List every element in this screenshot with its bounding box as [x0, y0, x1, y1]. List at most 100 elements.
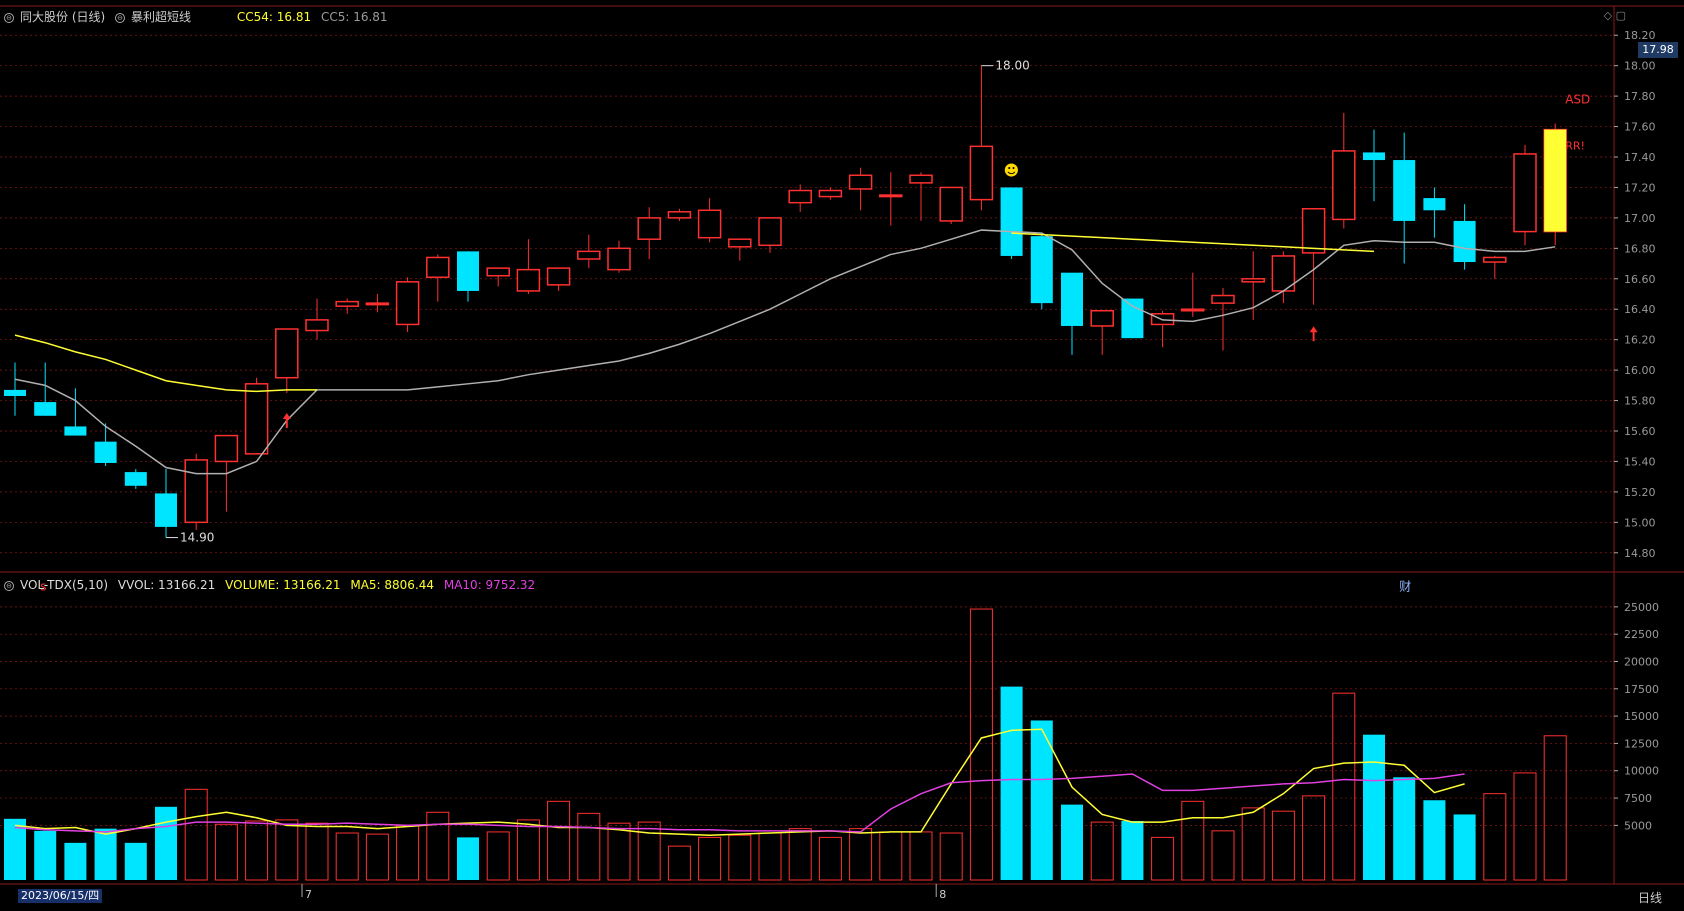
candle-body [365, 302, 390, 306]
diamond-icon[interactable]: ◇ [1603, 9, 1613, 22]
axis-layer: 18.20 18.00 17.80 17.60 17.40 17.20 17.00 16.80… [301, 29, 1659, 897]
period-label[interactable]: 日线 [1637, 891, 1662, 905]
signal-bar [1544, 129, 1567, 232]
volume-bar [365, 833, 389, 881]
volume-bar [396, 824, 420, 881]
price-tick-label: 17.20 [1624, 181, 1656, 194]
volume-bar [818, 836, 842, 881]
candle-body [395, 281, 420, 326]
volume-tick-label: 22500 [1624, 628, 1659, 641]
candle-body [1000, 187, 1023, 256]
candle-body [244, 383, 269, 455]
candle-body [34, 402, 57, 416]
volume-bar [698, 836, 722, 881]
vvol-value: VVOL: 13166.21 [117, 578, 216, 592]
volume-bar [1211, 830, 1235, 881]
collapse-icon[interactable]: ⊖ [4, 580, 14, 591]
volume-bar [1000, 686, 1023, 880]
ma-gray-line [14, 229, 1556, 475]
volume-bar [969, 608, 993, 881]
candle-body [4, 389, 26, 396]
annotation-layer: 18.00 14.90 ASD RR! ☻ 财 s 7 8 [40, 59, 1590, 901]
cursor-date: 2023/06/15/四 [18, 889, 103, 903]
volume-value: VOLUME: 13166.21 [225, 578, 341, 592]
volume-bar [728, 834, 752, 881]
indicator-name[interactable]: 暴利超短线 [131, 10, 192, 24]
price-tick-label: 14.80 [1624, 547, 1656, 560]
current-price-tag: 17.98 [1638, 42, 1678, 58]
volume-bar [275, 819, 299, 881]
volume-bar [1241, 807, 1265, 881]
volume-bar [1332, 692, 1356, 881]
ma-yellow-line [14, 334, 317, 393]
volume-bar [939, 832, 963, 881]
price-tick-label: 17.60 [1624, 121, 1656, 134]
volume-bar [1302, 795, 1326, 881]
panel-controls: ◇ ▢ [1604, 9, 1626, 22]
volume-tick-label: 10000 [1624, 765, 1659, 778]
candle-body [184, 459, 208, 524]
vol-indicator-name[interactable]: VOL-TDX(5,10) [20, 578, 109, 592]
volume-bar [214, 823, 238, 881]
candle-body [275, 328, 299, 379]
candle-body [546, 267, 571, 286]
price-tick-label: 17.40 [1624, 151, 1656, 164]
candle-body [1241, 278, 1265, 283]
volume-bar [516, 819, 540, 881]
candle-body [788, 189, 812, 204]
candle-body [1483, 256, 1507, 263]
rr-label: RR! [1565, 139, 1585, 152]
volume-bar [1513, 772, 1537, 881]
candle-body [879, 194, 903, 198]
volume-panel-header: ⊖ VOL-TDX(5,10) VVOL: 13166.21 VOLUME: 13… [4, 578, 541, 592]
volume-bar [64, 842, 87, 880]
candle-body [697, 209, 722, 239]
asd-label: ASD [1565, 93, 1590, 107]
month-label: 8 [939, 888, 946, 901]
volume-bar [788, 828, 812, 881]
candle-body [1181, 308, 1205, 312]
candle-body [1453, 220, 1476, 263]
volume-bar [155, 806, 177, 880]
price-tick-label: 15.60 [1624, 425, 1656, 438]
candle-body [1423, 198, 1446, 211]
volume-tick-label: 12500 [1624, 737, 1659, 750]
square-icon[interactable]: ▢ [1615, 9, 1626, 22]
volume-bar [1061, 804, 1083, 880]
volume-bar [1121, 821, 1144, 880]
volume-bar [4, 818, 26, 880]
collapse-icon[interactable]: ⊖ [115, 12, 126, 23]
candle-body [1393, 160, 1416, 221]
candle-body [728, 238, 752, 248]
candle-body [305, 319, 329, 332]
volume-bar [879, 831, 903, 881]
cai-label: 财 [1399, 579, 1411, 593]
smile-icon: ☻ [1004, 161, 1020, 179]
price-tick-label: 17.80 [1624, 90, 1656, 103]
volume-bar [667, 845, 691, 881]
candle-body [1363, 152, 1385, 161]
month-label: 7 [305, 888, 312, 901]
high-label: 18.00 [995, 59, 1029, 73]
candle-body [1121, 298, 1144, 339]
price-tick-label: 15.80 [1624, 395, 1656, 408]
low-label: 14.90 [180, 531, 214, 545]
volume-bar [637, 821, 661, 881]
stock-title[interactable]: 同大股份 (日线) [20, 10, 106, 24]
candle-body [758, 217, 782, 247]
volume-tick-label: 5000 [1624, 819, 1652, 832]
price-tick-label: 16.80 [1624, 242, 1656, 255]
collapse-icon[interactable]: ⊖ [4, 12, 14, 23]
volume-bar [1363, 734, 1385, 880]
cc54-value: CC54: 16.81 [236, 10, 312, 24]
volume-tick-label: 25000 [1624, 601, 1659, 614]
candle-body [848, 174, 873, 190]
volume-bar [184, 788, 208, 881]
volume-bar [1271, 810, 1295, 881]
price-tick-label: 16.40 [1624, 303, 1656, 316]
volume-tick-label: 17500 [1624, 683, 1659, 696]
candle-body [1030, 236, 1053, 304]
candle-body [94, 441, 117, 463]
